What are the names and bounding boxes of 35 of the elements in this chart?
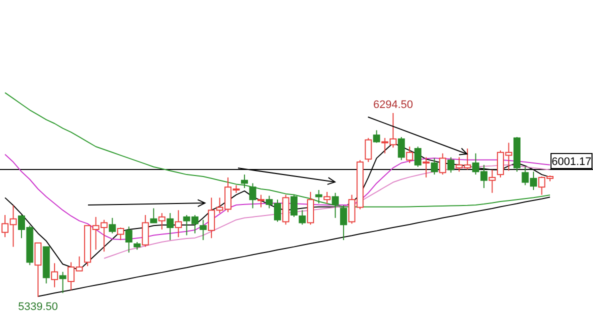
annotation: 5339.50 — [18, 301, 58, 313]
candlestick — [166, 212, 174, 241]
candlestick — [414, 146, 422, 168]
candlestick — [406, 146, 414, 164]
annotation: 6294.50 — [373, 99, 413, 111]
candlestick — [422, 156, 430, 178]
candlestick — [298, 210, 306, 226]
candlestick — [430, 158, 438, 176]
candlestick — [150, 208, 158, 224]
candlestick — [324, 191, 331, 204]
candlestick — [290, 194, 298, 218]
candlestick — [117, 227, 124, 241]
candlestick — [488, 169, 496, 194]
candlestick — [398, 136, 405, 161]
candlestick — [340, 204, 348, 241]
ref-line-label: 6001.17 — [552, 156, 592, 168]
candlestick — [249, 182, 256, 209]
candlestick — [439, 152, 446, 176]
candlestick — [200, 219, 207, 241]
candlestick — [373, 130, 380, 144]
candlestick — [364, 137, 372, 163]
candlestick — [174, 210, 182, 238]
candlestick — [59, 271, 66, 294]
candlestick — [108, 217, 116, 234]
candlestick — [158, 212, 166, 230]
candlestick — [257, 194, 264, 208]
candlestick — [240, 174, 248, 189]
candlestick — [142, 214, 149, 248]
candlestick — [315, 189, 322, 204]
candlestick — [34, 242, 42, 298]
candlestick — [51, 262, 58, 288]
candlestick — [307, 191, 314, 226]
candlestick — [447, 156, 454, 174]
candlestick — [125, 226, 132, 254]
candlestick — [332, 192, 339, 218]
